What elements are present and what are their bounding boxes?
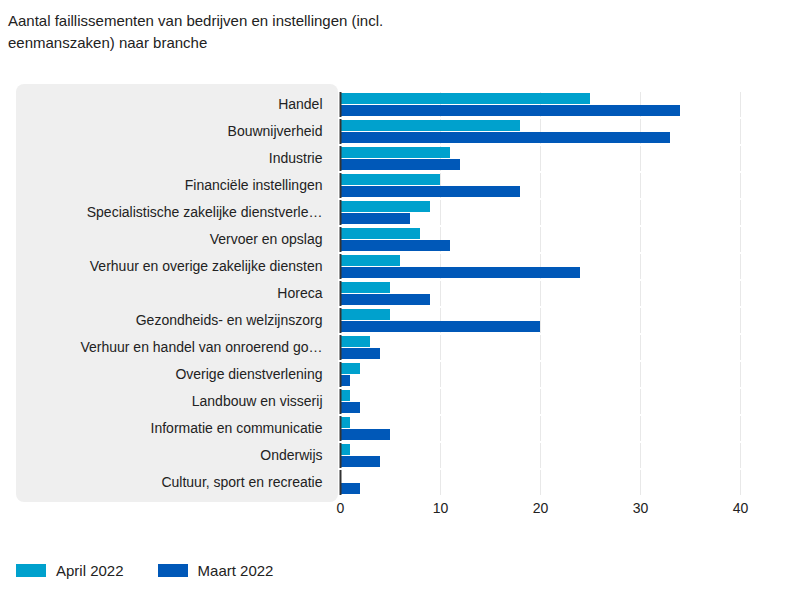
svg-text:Landbouw en visserij: Landbouw en visserij	[192, 393, 323, 409]
svg-text:Bouwnijverheid: Bouwnijverheid	[228, 123, 323, 139]
svg-text:Informatie en communicatie: Informatie en communicatie	[151, 420, 323, 436]
svg-text:Vervoer en opslag: Vervoer en opslag	[210, 231, 323, 247]
svg-text:Handel: Handel	[278, 96, 322, 112]
html-text:Aantal faillissementen van bed: Aantal faillissementen van bedrijven en …	[8, 12, 384, 51]
svg-text:30: 30	[633, 500, 649, 516]
svg-text:Cultuur, sport en recreatie: Cultuur, sport en recreatie	[161, 474, 322, 490]
svg-text:40: 40	[733, 500, 749, 516]
svg-text:Verhuur en overige zakelijke d: Verhuur en overige zakelijke diensten	[90, 258, 323, 274]
html-text:Maart 2022: Maart 2022	[197, 562, 274, 579]
svg-text:Gezondheids- en welzijnszorg: Gezondheids- en welzijnszorg	[136, 312, 323, 328]
svg-text:Specialistische zakelijke dien: Specialistische zakelijke dienstverle…	[87, 204, 323, 220]
svg-text:Industrie: Industrie	[269, 150, 323, 166]
svg-text:Onderwijs: Onderwijs	[260, 447, 322, 463]
svg-text:0: 0	[337, 500, 345, 516]
svg-text:20: 20	[533, 500, 549, 516]
svg-text:Financiële instellingen: Financiële instellingen	[185, 177, 323, 193]
svg-text:Verhuur en handel van onroeren: Verhuur en handel van onroerend go…	[80, 339, 322, 355]
svg-text:10: 10	[433, 500, 449, 516]
svg-text:Overige dienstverlening: Overige dienstverlening	[175, 366, 322, 382]
html-text:April 2022: April 2022	[56, 562, 124, 579]
svg-text:Horeca: Horeca	[277, 285, 322, 301]
